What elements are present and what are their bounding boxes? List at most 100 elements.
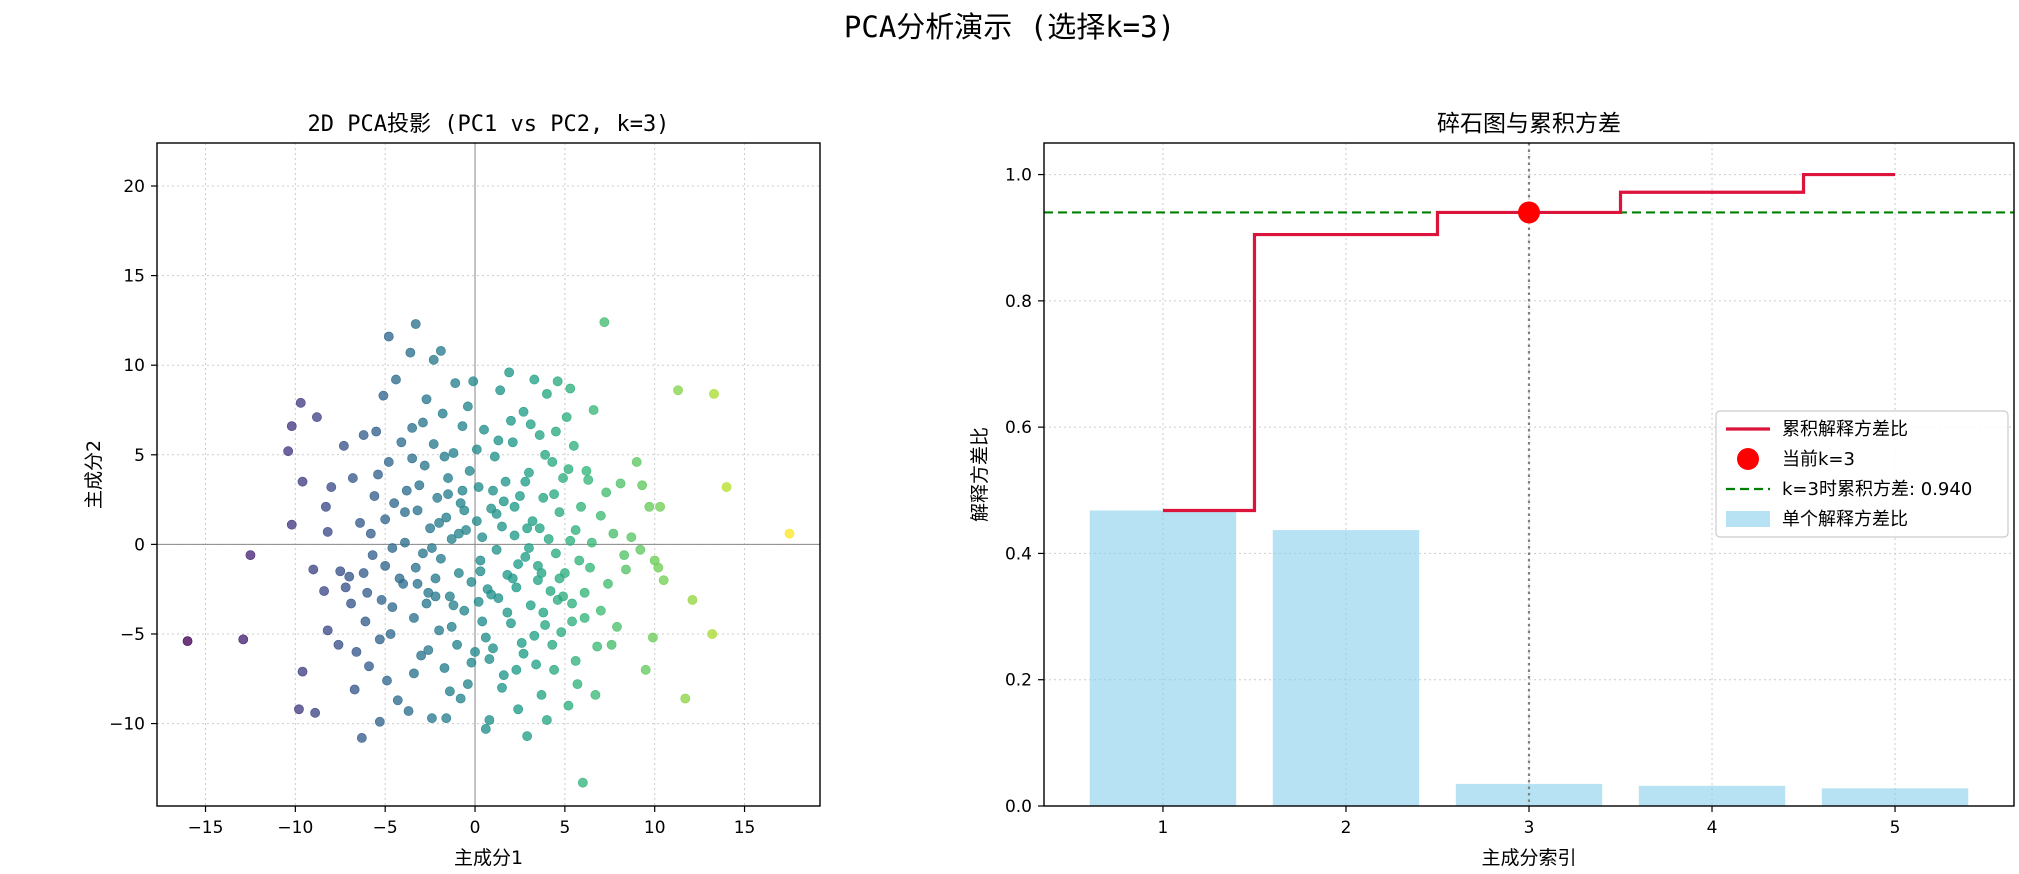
scatter-point — [491, 509, 502, 519]
scatter-point — [459, 605, 470, 616]
scatter-point — [536, 568, 547, 578]
scatter-ticks: −15 −10 −5 0 5 10 15 −10 −5 0 5 10 15 20 — [109, 177, 755, 838]
scatter-point — [182, 636, 193, 647]
scatter-point — [475, 555, 486, 566]
scatter-point — [376, 595, 387, 605]
scatter-point — [497, 521, 507, 532]
scatter-point — [538, 492, 549, 503]
scatter-point — [387, 602, 398, 612]
scatter-point — [615, 478, 626, 489]
scatter-point — [493, 435, 504, 446]
scatter-point — [428, 439, 439, 449]
scatter-point — [470, 646, 480, 657]
scatter-point — [550, 548, 561, 559]
scatter-point — [452, 639, 462, 650]
scatter-point — [565, 383, 576, 394]
scree-current-k-marker — [1518, 201, 1540, 224]
scatter-point — [378, 390, 389, 401]
scatter-point — [498, 670, 509, 681]
scatter-point — [385, 629, 396, 639]
scatter-point — [444, 591, 455, 602]
scatter-point — [541, 388, 552, 399]
scatter-point — [407, 423, 418, 433]
scatter-point — [434, 625, 444, 636]
legend-bar-swatch — [1726, 511, 1770, 527]
scatter-point — [333, 639, 344, 650]
scatter-point — [320, 501, 331, 512]
scatter-points — [182, 317, 795, 788]
scatter-point — [362, 587, 373, 598]
scree-y-tick-label: 0.2 — [1005, 671, 1032, 691]
scatter-point — [326, 482, 337, 492]
scatter-point — [563, 700, 574, 711]
scatter-point — [565, 535, 576, 546]
scatter-point — [534, 523, 545, 534]
scatter-point — [373, 469, 383, 480]
scatter-point — [529, 374, 540, 385]
scatter-point — [471, 516, 482, 526]
scatter-point — [401, 485, 412, 496]
scatter-point — [462, 679, 473, 690]
scatter-point — [396, 437, 407, 448]
legend-label-threshold: k=3时累积方差: 0.940 — [1782, 479, 1972, 500]
scatter-point — [383, 331, 394, 342]
scatter-point — [412, 578, 423, 589]
scatter-point — [391, 374, 401, 385]
scatter-point — [374, 634, 385, 645]
scatter-point — [308, 564, 319, 575]
scatter-point — [351, 646, 362, 657]
scatter-point — [477, 532, 488, 543]
scatter-point — [567, 616, 577, 627]
scatter-point — [416, 650, 427, 661]
scatter-point — [531, 659, 542, 670]
figure-title: PCA分析演示 (选择k=3) — [843, 10, 1176, 44]
scatter-point — [453, 568, 464, 578]
scatter-point — [585, 562, 595, 573]
scatter-point — [374, 716, 385, 727]
scatter-point — [784, 528, 795, 539]
scatter-point — [319, 586, 329, 596]
scatter-point — [520, 476, 531, 487]
scatter-point — [640, 664, 651, 675]
scree-y-tick-label: 0.4 — [1005, 544, 1032, 564]
scatter-point — [477, 616, 488, 627]
scatter-point — [295, 397, 306, 408]
scatter-point — [554, 507, 565, 518]
scatter-point — [464, 466, 475, 476]
scatter-point — [437, 408, 448, 419]
scatter-point — [322, 625, 333, 636]
scatter-point — [524, 467, 534, 478]
scatter-point — [338, 440, 349, 451]
scatter-point — [579, 587, 590, 598]
scatter-point — [486, 589, 497, 600]
scree-bar — [1089, 510, 1237, 806]
scatter-point — [595, 510, 606, 521]
scatter-point — [612, 621, 622, 632]
scatter-point — [365, 528, 376, 539]
scatter-point — [518, 648, 529, 659]
scatter-point — [506, 618, 516, 629]
scatter-point — [446, 621, 457, 632]
legend-label-bar: 单个解释方差比 — [1782, 509, 1908, 530]
scatter-point — [495, 385, 506, 396]
scatter-point — [653, 562, 664, 573]
scatter-point — [480, 724, 491, 734]
scatter-x-tick-label: −10 — [277, 818, 313, 838]
scatter-point — [511, 664, 522, 675]
scatter-x-tick-label: 0 — [470, 818, 481, 838]
scatter-point — [538, 607, 549, 618]
scatter-point — [475, 566, 486, 577]
scatter-point — [567, 598, 577, 609]
scatter-point — [335, 566, 346, 577]
scatter-point — [471, 444, 482, 455]
scatter-point — [432, 492, 443, 503]
scatter-point — [457, 485, 468, 496]
scree-x-tick-label: 1 — [1158, 818, 1169, 838]
scatter-point — [502, 607, 513, 618]
scree-x-tick-label: 5 — [1890, 818, 1901, 838]
scatter-point — [450, 378, 461, 389]
scree-bar — [1821, 788, 1969, 806]
scatter-point — [563, 464, 574, 475]
scatter-point — [400, 537, 410, 548]
